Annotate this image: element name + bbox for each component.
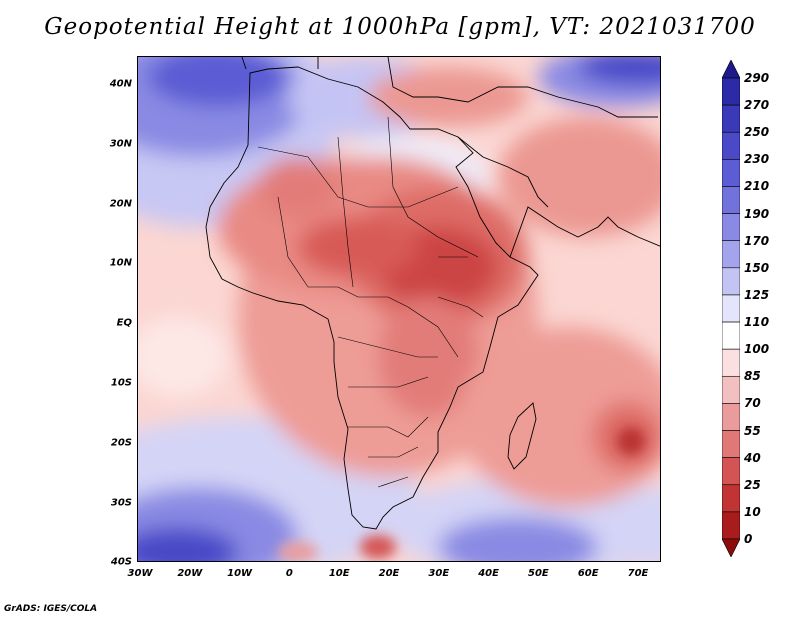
colorbar-swatch <box>722 186 740 214</box>
colorbar-swatch <box>722 430 740 458</box>
colorbar-swatch <box>722 60 740 79</box>
lon-label: 30E <box>428 568 450 579</box>
lon-label: 10W <box>227 568 253 579</box>
colorbar-label: 170 <box>744 233 770 248</box>
lon-label: 70E <box>627 568 649 579</box>
grads-credit: GrADS: IGES/COLA <box>4 604 98 614</box>
colorbar-swatch <box>722 403 740 431</box>
colorbar-swatch <box>722 159 740 187</box>
colorbar-label: 270 <box>744 98 770 113</box>
red-sea-coast <box>457 136 549 208</box>
colorbar-swatch <box>722 457 740 486</box>
colorbar-swatch <box>722 131 740 160</box>
colorbar-swatch <box>722 104 740 133</box>
colorbar-label: 85 <box>744 369 761 384</box>
lat-label: 20S <box>110 437 132 449</box>
colorbar-swatch <box>722 77 740 106</box>
lon-label: 30W <box>127 568 153 579</box>
colorbar-label: 125 <box>744 287 770 302</box>
colorbar-label: 40 <box>744 450 761 465</box>
map-panel <box>137 56 661 562</box>
colorbar-swatch <box>722 538 740 557</box>
colorbar-swatch <box>722 511 740 540</box>
colorbar-label: 210 <box>744 179 770 194</box>
africa-coast <box>205 66 539 530</box>
lat-label: EQ <box>116 317 132 329</box>
lon-label: 50E <box>528 568 549 579</box>
colorbar-swatch <box>722 484 740 513</box>
arabia-coast <box>509 206 660 258</box>
colorbar-swatch <box>722 348 740 377</box>
colorbar-label: 100 <box>744 342 770 357</box>
colorbar-swatch <box>722 240 740 269</box>
colorbar-label: 25 <box>744 477 761 492</box>
lon-label: 0 <box>285 568 293 579</box>
colorbar-label: 10 <box>744 504 761 519</box>
colorbar-swatch <box>722 321 740 350</box>
coastlines <box>205 57 660 530</box>
map-title: Geopotential Height at 1000hPa [gpm], VT… <box>44 14 756 40</box>
country-borders <box>257 116 484 488</box>
colorbar-label: 110 <box>744 315 770 330</box>
colorbar-label: 230 <box>744 152 770 167</box>
lon-label: 20E <box>378 568 400 579</box>
colorbar-swatch <box>722 213 740 242</box>
low-cape <box>360 535 396 559</box>
lon-label: 60E <box>577 568 599 579</box>
colorbar-label: 0 <box>744 532 753 546</box>
lat-label: 20N <box>109 198 132 210</box>
lon-label: 40E <box>478 568 499 579</box>
madagascar-coast <box>507 402 537 470</box>
colorbar-label: 150 <box>744 260 770 275</box>
map-canvas <box>138 57 660 561</box>
colorbar-swatch <box>722 375 740 404</box>
lon-label: 10E <box>328 568 350 579</box>
colorbar-label: 250 <box>744 125 770 140</box>
north-coasts <box>241 57 658 118</box>
colorbar <box>722 60 740 557</box>
lat-label: 10N <box>109 257 132 269</box>
lat-label: 30S <box>110 497 132 509</box>
lat-label: 10S <box>110 377 132 389</box>
low-southwest <box>278 542 318 561</box>
colorbar-label: 55 <box>744 423 761 438</box>
colorbar-swatch <box>722 267 740 296</box>
colorbar-label: 190 <box>744 206 770 221</box>
lon-label: 20W <box>177 568 203 579</box>
colorbar-swatch <box>722 294 740 323</box>
lat-label: 40S <box>110 556 132 568</box>
lat-label: 30N <box>109 138 132 150</box>
colorbar-label: 70 <box>744 396 761 411</box>
colorbar-label: 290 <box>744 71 770 85</box>
lat-label: 40N <box>109 78 132 90</box>
low-center <box>617 427 645 455</box>
